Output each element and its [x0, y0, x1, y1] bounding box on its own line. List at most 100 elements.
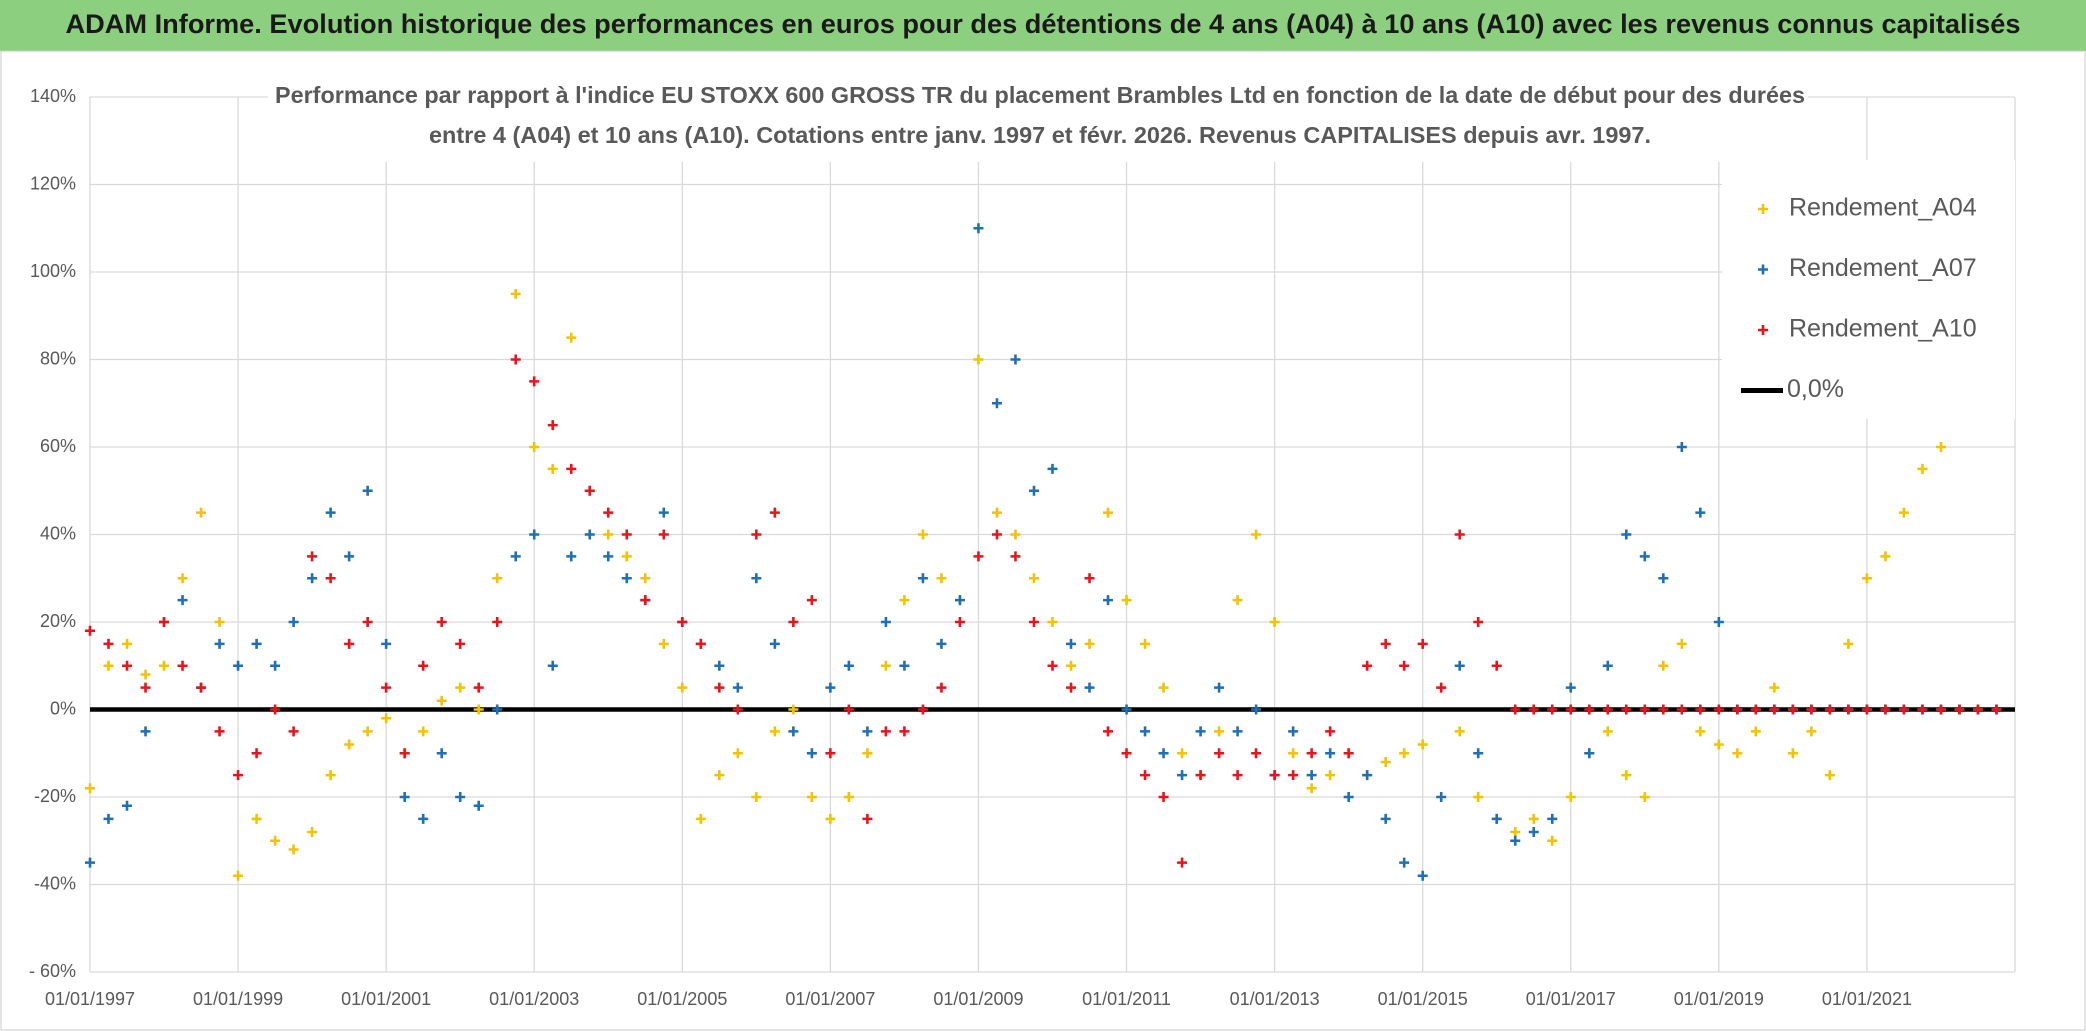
data-point [492, 617, 503, 627]
data-point [325, 507, 336, 518]
legend-marker [1758, 325, 1768, 335]
data-point [122, 800, 133, 811]
data-point [288, 844, 299, 855]
data-point [603, 529, 614, 540]
data-point [1306, 770, 1317, 781]
data-point [214, 726, 225, 737]
y-tick-label: 0% [50, 698, 76, 718]
data-point [1658, 573, 1669, 584]
data-point [307, 827, 318, 837]
x-tick-label: 01/01/2011 [1082, 989, 1171, 1009]
data-point [769, 638, 780, 649]
data-point [806, 748, 817, 759]
data-point [233, 770, 244, 781]
data-point [418, 813, 429, 824]
data-point [621, 573, 632, 584]
data-point [1713, 617, 1724, 627]
data-point [1066, 682, 1077, 693]
data-point [381, 713, 392, 724]
data-point [418, 726, 429, 737]
data-point [1417, 739, 1428, 750]
data-point [1214, 726, 1225, 737]
data-point [270, 704, 281, 715]
data-point [1417, 638, 1428, 649]
data-point [362, 617, 373, 627]
data-point [1917, 704, 1928, 715]
data-point [307, 551, 318, 562]
x-tick-label: 01/01/2019 [1674, 989, 1764, 1009]
x-tick-label: 01/01/2009 [933, 989, 1023, 1009]
legend-label: 0,0% [1787, 375, 1844, 403]
data-point [1195, 726, 1206, 737]
plot [85, 223, 2015, 881]
data-point [1399, 660, 1410, 671]
data-point [1454, 726, 1465, 737]
x-tick-label: 01/01/2015 [1378, 989, 1468, 1009]
data-point [1380, 638, 1391, 649]
data-point [1436, 682, 1447, 693]
data-point [1158, 682, 1169, 693]
data-point [1547, 704, 1558, 715]
data-point [1639, 551, 1650, 562]
data-point [1602, 704, 1613, 715]
data-point [159, 660, 170, 671]
data-point [603, 551, 614, 562]
data-point [1510, 835, 1521, 846]
data-point [658, 507, 669, 518]
data-point [917, 573, 928, 584]
data-point [751, 792, 762, 802]
data-point [1935, 704, 1946, 715]
data-point [1103, 726, 1114, 737]
data-point [344, 739, 355, 750]
data-point [1380, 757, 1391, 767]
data-point [1343, 792, 1354, 802]
data-point [1843, 638, 1854, 649]
data-point [1917, 463, 1928, 474]
data-point [973, 551, 984, 562]
data-point [732, 682, 743, 693]
legend-label: Rendement_A04 [1789, 194, 1977, 222]
data-point [1140, 638, 1151, 649]
data-point [714, 660, 725, 671]
data-point [991, 529, 1002, 540]
data-point [1121, 704, 1132, 715]
data-point [1010, 354, 1021, 365]
data-point [640, 573, 651, 584]
data-point [695, 813, 706, 824]
data-point [344, 551, 355, 562]
data-point [85, 625, 95, 636]
legend [1722, 160, 2015, 419]
data-point [788, 617, 799, 627]
data-point [1066, 660, 1077, 671]
data-point [1454, 529, 1465, 540]
data-point [936, 682, 947, 693]
data-point [1880, 704, 1891, 715]
data-point [473, 800, 484, 811]
x-tick-label: 01/01/2003 [489, 989, 579, 1009]
data-point [177, 595, 188, 606]
data-point [399, 792, 410, 802]
data-point [1214, 682, 1225, 693]
data-point [1528, 827, 1539, 837]
data-point [1362, 660, 1373, 671]
x-tick-label: 01/01/2013 [1230, 989, 1320, 1009]
data-point [103, 813, 114, 824]
data-point [455, 638, 466, 649]
data-point [769, 726, 780, 737]
data-point [251, 813, 262, 824]
data-point [1695, 507, 1706, 518]
x-tick-label: 01/01/2001 [341, 989, 431, 1009]
data-point [1399, 748, 1410, 759]
data-point [547, 463, 558, 474]
data-point [1769, 682, 1780, 693]
data-point [492, 704, 503, 715]
data-point [1750, 726, 1761, 737]
data-point [1898, 704, 1909, 715]
data-point [85, 783, 95, 794]
data-point [251, 638, 262, 649]
data-point [455, 682, 466, 693]
data-point [1658, 704, 1669, 715]
data-point [1010, 551, 1021, 562]
data-point [1288, 726, 1299, 737]
